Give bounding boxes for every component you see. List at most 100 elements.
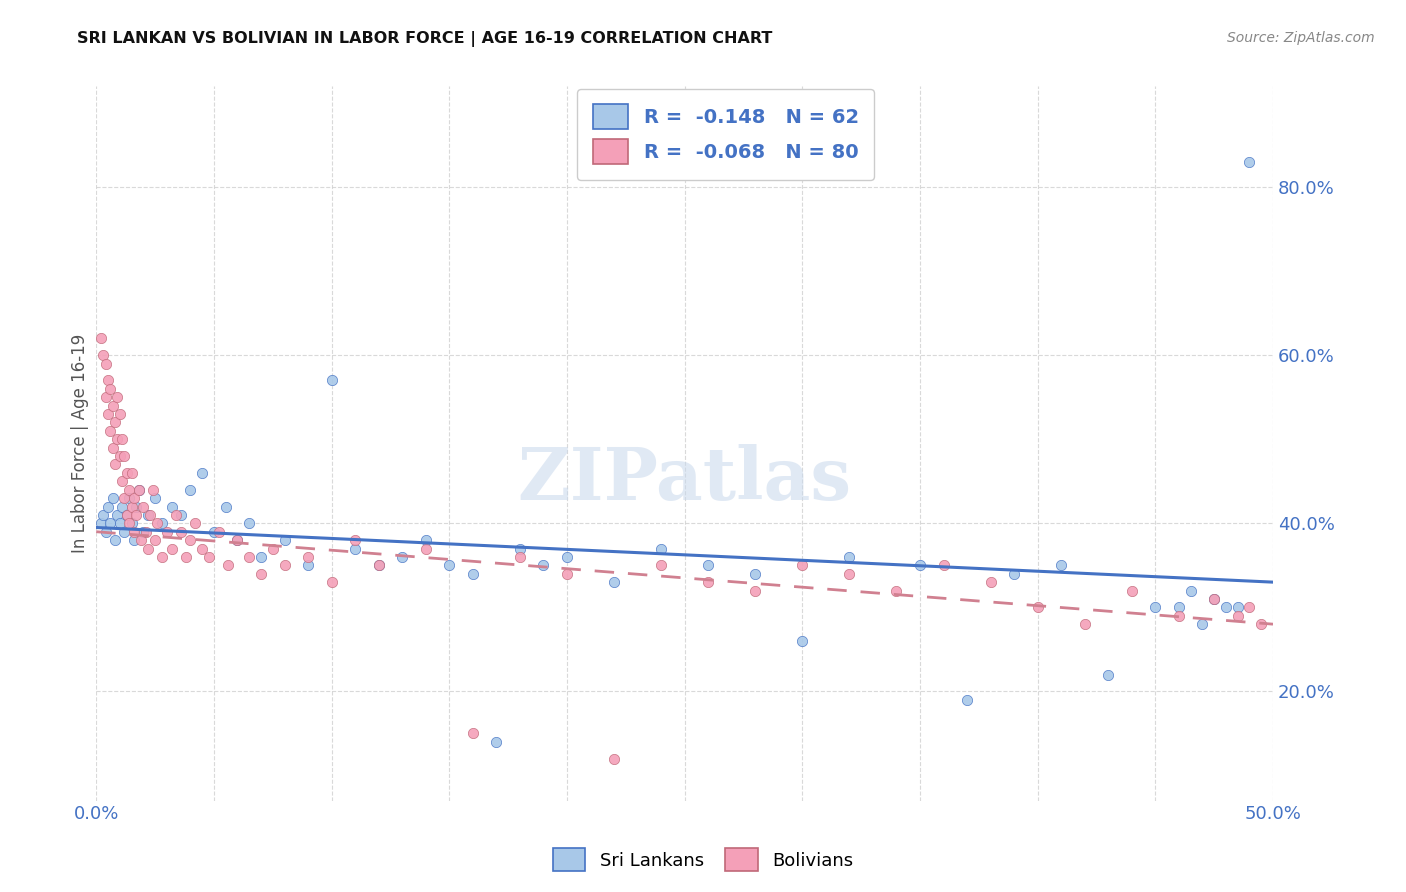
Point [202, 524, 225, 539]
Point [94, 524, 117, 539]
Point [122, 491, 145, 505]
Point [105, 390, 128, 404]
Point [129, 533, 152, 548]
Point [101, 399, 124, 413]
Point [198, 549, 221, 564]
Point [136, 508, 159, 522]
Point [1239, 600, 1261, 615]
Text: Source: ZipAtlas.com: Source: ZipAtlas.com [1227, 31, 1375, 45]
Point [603, 575, 626, 590]
Point [744, 566, 766, 581]
Point [111, 432, 134, 446]
Point [321, 374, 343, 388]
Point [207, 524, 229, 539]
Point [415, 533, 437, 548]
Point [115, 508, 138, 522]
Point [1226, 608, 1249, 623]
Point [160, 541, 183, 556]
Point [101, 441, 124, 455]
Point [838, 566, 860, 581]
Point [125, 500, 148, 514]
Point [273, 558, 295, 573]
Point [1167, 600, 1189, 615]
Point [1002, 566, 1025, 581]
Point [1239, 155, 1261, 169]
Point [461, 566, 484, 581]
Point [650, 541, 672, 556]
Point [179, 483, 201, 497]
Point [98, 424, 121, 438]
Point [191, 541, 214, 556]
Point [114, 491, 136, 505]
Point [367, 558, 389, 573]
Point [555, 549, 578, 564]
Point [792, 634, 814, 648]
Point [156, 524, 179, 539]
Point [214, 500, 236, 514]
Point [132, 524, 155, 539]
Point [101, 491, 124, 505]
Point [191, 466, 214, 480]
Point [344, 541, 367, 556]
Text: ZIPatlas: ZIPatlas [517, 443, 852, 515]
Point [170, 508, 193, 522]
Point [125, 508, 148, 522]
Point [135, 524, 157, 539]
Point [122, 533, 145, 548]
Point [122, 524, 145, 539]
Point [104, 416, 127, 430]
Point [321, 575, 343, 590]
Point [439, 558, 461, 573]
Point [238, 549, 260, 564]
Point [94, 357, 117, 371]
Point [118, 516, 141, 531]
Point [128, 483, 150, 497]
Point [391, 549, 413, 564]
Point [886, 583, 908, 598]
Point [932, 558, 955, 573]
Point [98, 516, 121, 531]
Point [509, 549, 531, 564]
Point [217, 558, 239, 573]
Point [1121, 583, 1143, 598]
Point [184, 516, 207, 531]
Point [121, 500, 143, 514]
Point [744, 583, 766, 598]
Point [250, 566, 273, 581]
Point [94, 390, 117, 404]
Point [461, 726, 484, 740]
Point [97, 407, 120, 421]
Point [114, 524, 136, 539]
Point [142, 483, 165, 497]
Point [121, 516, 143, 531]
Point [226, 533, 249, 548]
Point [121, 466, 143, 480]
Point [697, 575, 720, 590]
Point [1204, 591, 1226, 606]
Point [136, 541, 159, 556]
Point [97, 374, 120, 388]
Point [250, 549, 273, 564]
Point [238, 516, 260, 531]
Text: SRI LANKAN VS BOLIVIAN IN LABOR FORCE | AGE 16-19 CORRELATION CHART: SRI LANKAN VS BOLIVIAN IN LABOR FORCE | … [77, 31, 773, 47]
Point [980, 575, 1002, 590]
Point [132, 500, 155, 514]
Point [111, 500, 134, 514]
Point [297, 549, 319, 564]
Point [908, 558, 931, 573]
Legend: R =  -0.148   N = 62, R =  -0.068   N = 80: R = -0.148 N = 62, R = -0.068 N = 80 [578, 89, 875, 180]
Point [1167, 608, 1189, 623]
Point [114, 449, 136, 463]
Point [90, 331, 112, 345]
Point [174, 549, 197, 564]
Point [226, 533, 249, 548]
Legend: Sri Lankans, Bolivians: Sri Lankans, Bolivians [546, 841, 860, 879]
Point [179, 533, 201, 548]
Point [697, 558, 720, 573]
Point [415, 541, 437, 556]
Point [108, 516, 131, 531]
Point [838, 549, 860, 564]
Point [128, 483, 150, 497]
Point [262, 541, 284, 556]
Point [118, 483, 141, 497]
